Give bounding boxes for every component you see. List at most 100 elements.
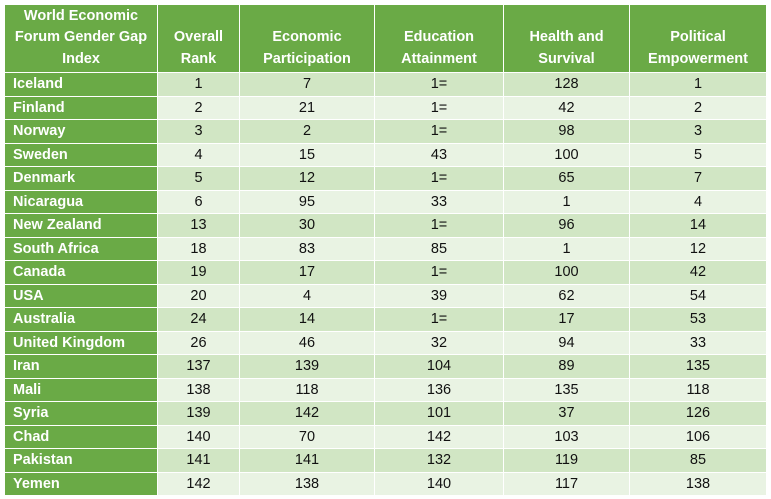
country-cell: Pakistan xyxy=(4,448,158,473)
overall-rank-cell: 141 xyxy=(157,448,240,473)
education-attainment-cell: 32 xyxy=(374,330,504,355)
overall-rank-cell: 3 xyxy=(157,119,240,144)
table-row: Pakistan 141 141 132 119 85 xyxy=(4,448,767,473)
country-cell: South Africa xyxy=(4,236,158,261)
education-attainment-cell: 140 xyxy=(374,471,504,496)
education-attainment-cell: 85 xyxy=(374,236,504,261)
country-cell: Nicaragua xyxy=(4,189,158,214)
education-attainment-cell: 43 xyxy=(374,142,504,167)
political-empowerment-cell: 33 xyxy=(629,330,767,355)
health-survival-cell: 1 xyxy=(503,236,630,261)
overall-rank-cell: 137 xyxy=(157,354,240,379)
header-education-attainment: Education Attainment xyxy=(374,4,504,73)
country-cell: Mali xyxy=(4,377,158,402)
economic-participation-cell: 15 xyxy=(239,142,375,167)
health-survival-cell: 100 xyxy=(503,142,630,167)
economic-participation-cell: 139 xyxy=(239,354,375,379)
table-row: Iran 137 139 104 89 135 xyxy=(4,354,767,379)
country-cell: Chad xyxy=(4,424,158,449)
table-row: Nicaragua 6 95 33 1 4 xyxy=(4,189,767,214)
header-row: World Economic Forum Gender Gap Index Ov… xyxy=(4,4,767,73)
economic-participation-cell: 95 xyxy=(239,189,375,214)
table-row: Iceland 1 7 1= 128 1 xyxy=(4,72,767,97)
political-empowerment-cell: 135 xyxy=(629,354,767,379)
economic-participation-cell: 141 xyxy=(239,448,375,473)
overall-rank-cell: 1 xyxy=(157,72,240,97)
overall-rank-cell: 138 xyxy=(157,377,240,402)
health-survival-cell: 100 xyxy=(503,260,630,285)
overall-rank-cell: 5 xyxy=(157,166,240,191)
education-attainment-cell: 33 xyxy=(374,189,504,214)
overall-rank-cell: 142 xyxy=(157,471,240,496)
health-survival-cell: 117 xyxy=(503,471,630,496)
economic-participation-cell: 21 xyxy=(239,95,375,120)
table-row: Australia 24 14 1= 17 53 xyxy=(4,307,767,332)
education-attainment-cell: 1= xyxy=(374,72,504,97)
table-row: Syria 139 142 101 37 126 xyxy=(4,401,767,426)
economic-participation-cell: 14 xyxy=(239,307,375,332)
header-overall-rank: Overall Rank xyxy=(157,4,240,73)
overall-rank-cell: 140 xyxy=(157,424,240,449)
education-attainment-cell: 1= xyxy=(374,260,504,285)
header-economic-participation: Economic Participation xyxy=(239,4,375,73)
health-survival-cell: 98 xyxy=(503,119,630,144)
health-survival-cell: 1 xyxy=(503,189,630,214)
education-attainment-cell: 1= xyxy=(374,166,504,191)
country-cell: Iceland xyxy=(4,72,158,97)
table-row: Denmark 5 12 1= 65 7 xyxy=(4,166,767,191)
health-survival-cell: 135 xyxy=(503,377,630,402)
country-cell: Norway xyxy=(4,119,158,144)
economic-participation-cell: 138 xyxy=(239,471,375,496)
country-cell: Australia xyxy=(4,307,158,332)
country-cell: Syria xyxy=(4,401,158,426)
health-survival-cell: 128 xyxy=(503,72,630,97)
overall-rank-cell: 6 xyxy=(157,189,240,214)
overall-rank-cell: 4 xyxy=(157,142,240,167)
economic-participation-cell: 46 xyxy=(239,330,375,355)
political-empowerment-cell: 14 xyxy=(629,213,767,238)
country-cell: USA xyxy=(4,283,158,308)
health-survival-cell: 65 xyxy=(503,166,630,191)
education-attainment-cell: 132 xyxy=(374,448,504,473)
economic-participation-cell: 118 xyxy=(239,377,375,402)
political-empowerment-cell: 4 xyxy=(629,189,767,214)
political-empowerment-cell: 42 xyxy=(629,260,767,285)
table-row: New Zealand 13 30 1= 96 14 xyxy=(4,213,767,238)
health-survival-cell: 17 xyxy=(503,307,630,332)
economic-participation-cell: 4 xyxy=(239,283,375,308)
political-empowerment-cell: 1 xyxy=(629,72,767,97)
political-empowerment-cell: 126 xyxy=(629,401,767,426)
table-row: Sweden 4 15 43 100 5 xyxy=(4,142,767,167)
political-empowerment-cell: 85 xyxy=(629,448,767,473)
political-empowerment-cell: 12 xyxy=(629,236,767,261)
overall-rank-cell: 26 xyxy=(157,330,240,355)
political-empowerment-cell: 106 xyxy=(629,424,767,449)
table-row: USA 20 4 39 62 54 xyxy=(4,283,767,308)
health-survival-cell: 96 xyxy=(503,213,630,238)
education-attainment-cell: 1= xyxy=(374,307,504,332)
political-empowerment-cell: 138 xyxy=(629,471,767,496)
header-health-survival: Health and Survival xyxy=(503,4,630,73)
table-row: Canada 19 17 1= 100 42 xyxy=(4,260,767,285)
table-row: Finland 2 21 1= 42 2 xyxy=(4,95,767,120)
country-cell: United Kingdom xyxy=(4,330,158,355)
gender-gap-table: World Economic Forum Gender Gap Index Ov… xyxy=(4,4,767,496)
country-cell: Denmark xyxy=(4,166,158,191)
health-survival-cell: 37 xyxy=(503,401,630,426)
country-cell: Iran xyxy=(4,354,158,379)
health-survival-cell: 62 xyxy=(503,283,630,308)
political-empowerment-cell: 53 xyxy=(629,307,767,332)
header-political-empowerment: Political Empowerment xyxy=(629,4,767,73)
economic-participation-cell: 2 xyxy=(239,119,375,144)
country-cell: Canada xyxy=(4,260,158,285)
political-empowerment-cell: 2 xyxy=(629,95,767,120)
country-cell: Yemen xyxy=(4,471,158,496)
table-row: Yemen 142 138 140 117 138 xyxy=(4,471,767,496)
country-cell: Finland xyxy=(4,95,158,120)
overall-rank-cell: 2 xyxy=(157,95,240,120)
political-empowerment-cell: 5 xyxy=(629,142,767,167)
political-empowerment-cell: 7 xyxy=(629,166,767,191)
health-survival-cell: 94 xyxy=(503,330,630,355)
education-attainment-cell: 101 xyxy=(374,401,504,426)
education-attainment-cell: 1= xyxy=(374,95,504,120)
